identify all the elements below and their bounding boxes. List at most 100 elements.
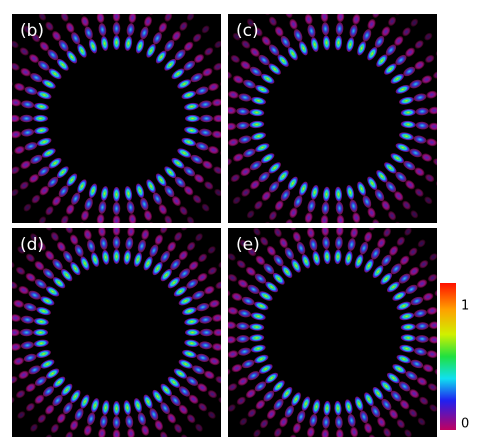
intensity-spot xyxy=(405,180,415,190)
intensity-spot xyxy=(400,334,416,342)
colorbar-min-label: 0 xyxy=(461,417,469,432)
intensity-spot xyxy=(336,214,345,223)
intensity-spot xyxy=(178,250,188,261)
intensity-spot xyxy=(30,154,43,164)
intensity-spot xyxy=(426,138,437,147)
intensity-spot xyxy=(20,341,34,350)
intensity-spot xyxy=(249,334,265,342)
intensity-spot xyxy=(87,412,96,426)
intensity-spot xyxy=(211,314,221,322)
intensity-spot xyxy=(245,266,256,276)
intensity-spot xyxy=(336,14,345,23)
intensity-spot xyxy=(400,323,416,331)
intensity-spot xyxy=(312,399,321,415)
intensity-spot xyxy=(371,247,381,260)
intensity-spot xyxy=(258,171,270,183)
intensity-spot xyxy=(186,279,199,289)
intensity-spot xyxy=(321,441,329,445)
intensity-spot xyxy=(422,364,434,373)
intensity-spot xyxy=(158,22,168,33)
intensity-spot xyxy=(335,201,344,215)
intensity-spot xyxy=(281,386,293,400)
intensity-spot xyxy=(268,16,277,26)
panel-label: (b) xyxy=(20,21,44,41)
intensity-spot xyxy=(41,79,56,89)
intensity-spot xyxy=(228,106,237,115)
intensity-spot xyxy=(13,299,25,308)
intensity-spot xyxy=(25,402,35,412)
intensity-spot xyxy=(202,160,213,170)
intensity-spot xyxy=(164,39,175,52)
intensity-spot xyxy=(152,261,163,276)
intensity-spot xyxy=(179,21,188,31)
intensity-spot xyxy=(243,148,256,158)
intensity-spot xyxy=(127,427,135,437)
panel: (d) xyxy=(0,228,221,437)
intensity-spot xyxy=(152,192,162,205)
intensity-spot xyxy=(12,396,15,405)
intensity-spot xyxy=(12,360,13,369)
intensity-spot xyxy=(201,25,210,34)
intensity-spot xyxy=(192,194,202,204)
panel-label: (d) xyxy=(20,235,44,255)
intensity-spot xyxy=(174,49,186,61)
intensity-spot xyxy=(396,354,411,364)
intensity-spot xyxy=(383,228,392,238)
intensity-spot xyxy=(181,90,196,100)
intensity-spot xyxy=(399,255,410,266)
intensity-spot xyxy=(335,415,343,429)
intensity-spot xyxy=(228,335,237,344)
intensity-spot xyxy=(231,292,243,301)
intensity-spot xyxy=(37,137,52,147)
intensity-spot xyxy=(395,171,407,183)
intensity-spot xyxy=(228,404,236,412)
intensity-spot xyxy=(177,79,192,89)
intensity-spot xyxy=(434,368,437,377)
intensity-spot xyxy=(20,67,31,77)
intensity-spot xyxy=(44,228,53,231)
intensity-spot xyxy=(321,201,330,215)
intensity-spot xyxy=(388,16,397,26)
intensity-spot xyxy=(254,301,269,311)
intensity-spot xyxy=(246,210,255,219)
intensity-spot xyxy=(112,228,121,236)
intensity-spot xyxy=(15,266,26,275)
intensity-spot xyxy=(204,47,214,56)
intensity-spot xyxy=(350,228,359,239)
intensity-spot xyxy=(21,128,35,137)
intensity-spot xyxy=(285,219,293,223)
intensity-spot xyxy=(137,412,146,426)
intensity-spot xyxy=(52,258,63,270)
intensity-spot xyxy=(228,158,232,166)
intensity-spot xyxy=(178,296,193,306)
intensity-spot xyxy=(185,114,200,123)
intensity-spot xyxy=(199,341,213,350)
intensity-spot xyxy=(403,66,416,77)
intensity-spot xyxy=(127,228,135,238)
intensity-spot xyxy=(450,144,460,152)
intensity-spot xyxy=(19,47,29,56)
intensity-spot xyxy=(0,312,9,320)
intensity-spot xyxy=(198,402,208,412)
intensity-spot xyxy=(374,189,385,202)
intensity-spot xyxy=(87,239,96,253)
intensity-spot xyxy=(371,405,381,418)
intensity-spot xyxy=(285,14,293,18)
intensity-spot xyxy=(433,71,437,79)
intensity-spot xyxy=(80,436,89,437)
intensity-spot xyxy=(197,383,208,393)
intensity-spot xyxy=(58,185,69,198)
panel: (e) xyxy=(228,228,437,445)
intensity-spot xyxy=(404,228,412,236)
intensity-spot xyxy=(183,166,196,177)
intensity-spot xyxy=(228,273,238,282)
intensity-spot xyxy=(254,27,263,37)
intensity-spot xyxy=(56,166,69,179)
intensity-spot xyxy=(399,132,414,141)
intensity-spot xyxy=(194,173,204,183)
intensity-spot xyxy=(268,211,277,221)
intensity-spot xyxy=(390,153,404,164)
intensity-spot xyxy=(335,428,344,437)
intensity-spot xyxy=(322,415,330,429)
intensity-spot xyxy=(255,85,270,94)
